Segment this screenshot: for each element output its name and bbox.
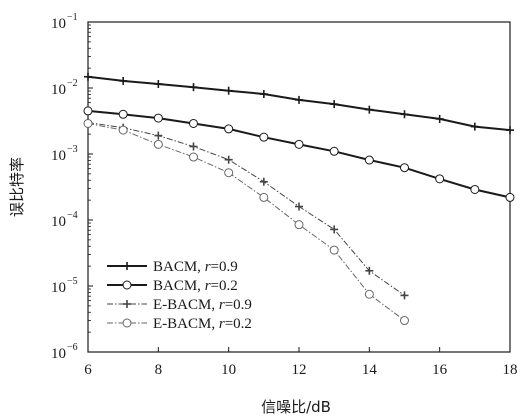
data-point bbox=[365, 105, 374, 114]
legend-entry-3: E-BACM, r=0.9 bbox=[107, 297, 252, 313]
data-point bbox=[259, 177, 268, 186]
data-point bbox=[259, 192, 269, 202]
y-tick-exponent: −4 bbox=[67, 210, 78, 221]
data-point bbox=[259, 132, 269, 142]
legend-label: E-BACM, r=0.9 bbox=[153, 297, 252, 313]
data-point bbox=[189, 152, 198, 162]
data-point bbox=[224, 124, 234, 134]
data-point bbox=[329, 245, 339, 255]
data-point bbox=[294, 139, 304, 149]
legend-label: E-BACM, r=0.2 bbox=[153, 316, 252, 332]
legend-label: BACM, r=0.2 bbox=[153, 278, 238, 294]
data-point bbox=[154, 131, 163, 140]
data-point bbox=[189, 142, 198, 151]
data-point bbox=[364, 155, 374, 165]
data-point bbox=[119, 76, 128, 85]
data-point bbox=[153, 113, 163, 123]
x-tick-label: 8 bbox=[155, 362, 163, 378]
legend-marker bbox=[122, 318, 132, 328]
data-point bbox=[118, 125, 128, 135]
data-point bbox=[259, 90, 268, 99]
x-tick-label: 12 bbox=[292, 362, 307, 378]
series-4 bbox=[83, 118, 409, 326]
series-line bbox=[87, 123, 405, 321]
x-axis-label: 信噪比/dB bbox=[261, 398, 331, 416]
legend: BACM, r=0.9 BACM, r=0.2 E-BACM, r=0.9 E-BAC… bbox=[107, 259, 252, 332]
series-3 bbox=[84, 118, 409, 300]
data-point bbox=[400, 110, 409, 119]
series-line bbox=[87, 122, 405, 296]
y-tick-label: 10 bbox=[51, 346, 66, 362]
y-tick-exponent: −5 bbox=[67, 276, 78, 287]
data-point bbox=[118, 109, 128, 119]
x-tick-label: 18 bbox=[503, 362, 518, 378]
data-point bbox=[224, 155, 233, 164]
series-2 bbox=[83, 106, 515, 202]
y-tick-label: 10 bbox=[51, 148, 66, 164]
y-tick-label: 10 bbox=[51, 280, 66, 296]
legend-entry-2: BACM, r=0.2 bbox=[107, 278, 238, 294]
series-1 bbox=[84, 72, 514, 135]
data-point bbox=[295, 202, 303, 211]
data-point bbox=[330, 225, 339, 234]
data-point bbox=[400, 163, 409, 173]
x-tick-label: 16 bbox=[432, 362, 448, 378]
data-point bbox=[84, 72, 92, 81]
series-group bbox=[83, 72, 515, 326]
data-point bbox=[83, 106, 93, 116]
y-tick-label: 10 bbox=[51, 82, 66, 98]
data-point bbox=[470, 184, 480, 194]
data-point bbox=[189, 83, 198, 92]
series-line bbox=[87, 109, 511, 199]
legend-entry-1: BACM, r=0.9 bbox=[107, 259, 238, 275]
x-tick-label: 10 bbox=[221, 362, 236, 378]
data-point bbox=[295, 95, 303, 104]
data-point bbox=[294, 220, 304, 230]
x-tick-label: 14 bbox=[362, 362, 378, 378]
data-point bbox=[224, 168, 234, 178]
y-tick-label: 10 bbox=[51, 16, 66, 32]
legend-entry-4: E-BACM, r=0.2 bbox=[107, 316, 252, 332]
data-point bbox=[330, 100, 339, 109]
data-point bbox=[329, 146, 339, 156]
legend-marker bbox=[123, 262, 131, 270]
data-point bbox=[400, 291, 409, 300]
x-tick-label: 6 bbox=[84, 362, 92, 378]
data-point bbox=[470, 122, 479, 131]
data-point bbox=[83, 118, 93, 128]
data-point bbox=[400, 316, 409, 326]
data-point bbox=[435, 174, 445, 184]
data-point bbox=[435, 114, 444, 123]
legend-marker bbox=[122, 280, 132, 290]
legend-marker bbox=[123, 300, 131, 308]
y-tick-exponent: −2 bbox=[67, 78, 78, 89]
y-tick-exponent: −3 bbox=[67, 144, 78, 155]
y-tick-label: 10 bbox=[51, 214, 66, 230]
data-point bbox=[506, 126, 514, 135]
legend-label: BACM, r=0.9 bbox=[153, 259, 238, 275]
plot-frame bbox=[87, 21, 511, 353]
data-point bbox=[365, 266, 374, 275]
y-tick-exponent: −1 bbox=[67, 12, 78, 23]
y-axis-label: 误比特率 bbox=[8, 157, 26, 217]
data-point bbox=[364, 289, 374, 299]
data-point bbox=[189, 118, 198, 128]
data-point bbox=[224, 86, 233, 95]
y-tick-exponent: −6 bbox=[67, 342, 78, 353]
data-point bbox=[153, 139, 163, 149]
data-point bbox=[505, 192, 515, 202]
data-point bbox=[154, 79, 163, 88]
